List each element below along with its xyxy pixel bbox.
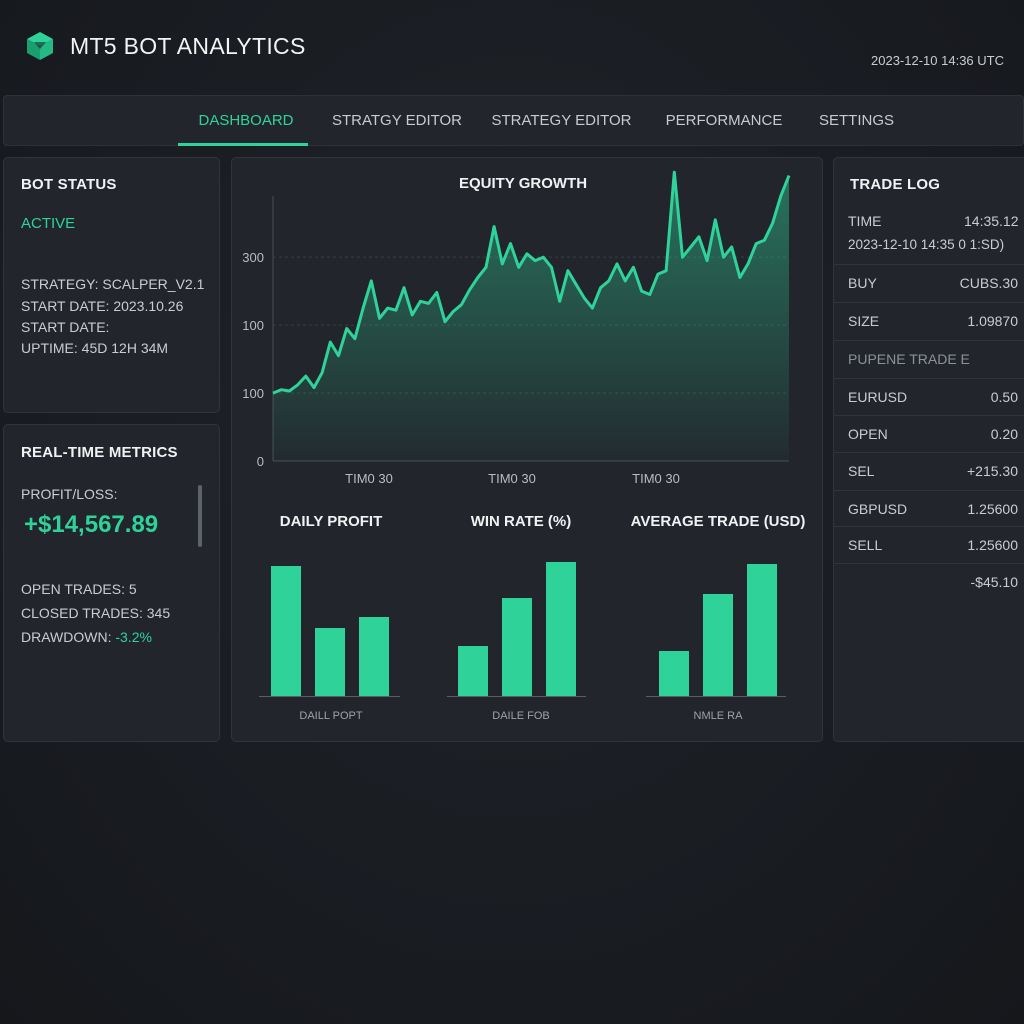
trade-log-row-value: 0.20 xyxy=(990,426,1018,442)
trade-log-row-label: EURUSD xyxy=(848,389,908,405)
nav-bar: DASHBOARD STRATGY EDITOR STRATEGY EDITOR… xyxy=(3,95,1024,146)
bot-state: ACTIVE xyxy=(21,215,76,232)
drawdown: DRAWDOWN: -3.2% xyxy=(21,629,152,645)
bot-status-panel: BOT STATUS ACTIVE STRATEGY: SCALPER_V2.1… xyxy=(3,157,220,413)
drawdown-value: -3.2% xyxy=(115,629,152,645)
section-label-text: PUPENE TRADE E xyxy=(848,351,970,367)
app-title: MT5 BOT ANALYTICS xyxy=(70,33,306,59)
metrics-panel xyxy=(3,424,220,742)
trade-log-row-value: 0.50 xyxy=(990,389,1018,405)
trade-log-row-value: -$45.10 xyxy=(970,574,1018,590)
trade-log-row-value: +215.30 xyxy=(967,463,1018,479)
trade-log-row[interactable]: OPEN 0.20 xyxy=(834,415,1024,452)
tab-settings[interactable]: SETTINGS xyxy=(818,112,894,129)
active-tab-indicator xyxy=(178,143,308,146)
tab-stratgy-editor[interactable]: STRATGY EDITOR xyxy=(331,112,463,129)
trade-log-row[interactable]: -$45.10 xyxy=(834,563,1024,600)
charts-panel xyxy=(231,157,823,742)
strategy-label: STRATEGY: SCALPER_V2.1 xyxy=(21,276,205,292)
drawdown-label: DRAWDOWN: xyxy=(21,629,112,645)
time-label: TIME xyxy=(848,213,882,229)
metrics-title: REAL-TIME METRICS xyxy=(21,444,178,461)
closed-trades: CLOSED TRADES: 345 xyxy=(21,605,171,621)
tab-dashboard[interactable]: DASHBOARD xyxy=(198,112,294,129)
tab-performance[interactable]: PERFORMANCE xyxy=(665,112,783,129)
start-date-label-2: START DATE: xyxy=(21,319,110,335)
trade-log-row[interactable]: SEL +215.30 xyxy=(834,452,1024,489)
trade-log-row-value: CUBS.30 xyxy=(959,275,1018,291)
cube-logo-icon xyxy=(27,32,53,60)
pnl-value: +$14,567.89 xyxy=(24,511,159,538)
trade-log-row-label: SIZE xyxy=(848,313,880,329)
trade-log-row[interactable]: SELL 1.25600 xyxy=(834,526,1024,563)
tab-strategy-editor[interactable]: STRATEGY EDITOR xyxy=(491,112,632,129)
trade-log-row-label: SELL xyxy=(848,537,883,553)
pnl-label: PROFIT/LOSS: xyxy=(21,486,118,502)
time-value: 14:35.12 xyxy=(964,213,1019,229)
trade-log-row-label: GBPUSD xyxy=(848,501,908,517)
trade-log-row-value: 1.09870 xyxy=(967,313,1018,329)
start-date-label: START DATE: 2023.10.26 xyxy=(21,298,184,314)
trade-log-title: TRADE LOG xyxy=(850,176,941,193)
time-line-2: 2023-12-10 14:35 0 1:SD) xyxy=(848,237,1005,252)
trade-log-row[interactable]: SIZE 1.09870 xyxy=(834,302,1024,339)
trade-log-row-value: 1.25600 xyxy=(967,537,1018,553)
uptime-label: UPTIME: 45D 12H 34M xyxy=(21,340,169,356)
trade-log-row[interactable]: BUY CUBS.30 xyxy=(834,264,1024,301)
trade-log-row-value: 1.25600 xyxy=(967,501,1018,517)
trade-log-row[interactable]: EURUSD 0.50 xyxy=(834,378,1024,415)
timestamp: 2023-12-10 14:36 UTC xyxy=(871,53,1004,68)
bot-status-title: BOT STATUS xyxy=(21,176,117,193)
trade-log-row[interactable]: GBPUSD 1.25600 xyxy=(834,490,1024,527)
trade-log-section-label: PUPENE TRADE E xyxy=(834,340,1024,377)
open-trades: OPEN TRADES: 5 xyxy=(21,581,137,597)
metrics-scrollbar[interactable] xyxy=(198,485,202,547)
trade-log-row-label: BUY xyxy=(848,275,877,291)
trade-log-row-label: SEL xyxy=(848,463,875,479)
trade-log-row-label: OPEN xyxy=(848,426,888,442)
trade-log-panel: TRADE LOG TIME 14:35.12 2023-12-10 14:35… xyxy=(833,157,1024,742)
